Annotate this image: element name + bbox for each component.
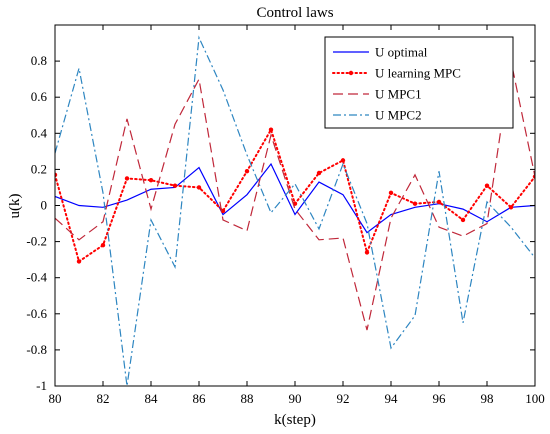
- legend-item: U learning MPC: [332, 66, 461, 81]
- series-u-optimal: [55, 162, 535, 234]
- x-tick-label: 82: [97, 391, 110, 406]
- chart-title: Control laws: [256, 5, 333, 21]
- y-tick-label: 0.2: [31, 161, 47, 176]
- y-tick-label: 0: [41, 198, 48, 213]
- data-point: [196, 185, 202, 190]
- data-point: [100, 243, 106, 248]
- y-tick-label: -0.8: [26, 342, 47, 357]
- legend-item: U MPC2: [333, 108, 422, 123]
- series-u-mpc2: [55, 35, 535, 386]
- y-tick-label: 0.8: [31, 53, 47, 68]
- legend-label: U optimal: [375, 45, 428, 60]
- data-point: [484, 183, 490, 188]
- legend-marker: [348, 70, 354, 76]
- series-line: [55, 60, 535, 331]
- data-point: [316, 170, 322, 176]
- y-tick-label: -0.6: [26, 306, 47, 321]
- legend-item: U optimal: [333, 45, 428, 60]
- y-tick-label: 0.6: [31, 89, 48, 104]
- data-point: [244, 169, 250, 174]
- data-point: [124, 176, 130, 181]
- x-tick-label: 88: [241, 391, 254, 406]
- data-point: [220, 208, 226, 214]
- legend-label: U MPC1: [375, 87, 422, 102]
- y-tick-label: -1: [36, 378, 47, 393]
- x-tick-label: 96: [433, 391, 447, 406]
- data-point: [388, 190, 394, 196]
- x-tick-label: 90: [289, 391, 302, 406]
- data-point: [460, 217, 466, 223]
- data-point: [508, 205, 514, 210]
- series-u-mpc1: [55, 60, 535, 331]
- legend-label: U MPC2: [375, 108, 422, 123]
- data-point: [340, 158, 346, 163]
- legend: U optimal U learning MPC U MPC1 U MPC2: [324, 36, 514, 129]
- axes: 80 82 84 86 88 90 92 94 96 98 100 -1 -0.8 -0.6 -0.4 -0.…: [26, 25, 545, 406]
- x-tick-label: 86: [193, 391, 207, 406]
- data-point: [76, 259, 82, 264]
- y-axis-label: u(k): [7, 194, 23, 219]
- data-point: [55, 172, 58, 178]
- x-tick-label: 92: [337, 391, 350, 406]
- x-tick-label: 98: [481, 391, 494, 406]
- series-line: [55, 35, 535, 386]
- legend-item: U MPC1: [333, 87, 422, 102]
- data-point: [268, 127, 274, 132]
- x-tick-label: 80: [49, 391, 62, 406]
- data-point: [364, 250, 370, 255]
- x-tick-label: 84: [145, 391, 159, 406]
- data-point: [172, 183, 178, 188]
- y-tick-label: -0.2: [26, 234, 47, 249]
- y-tick-label: -0.4: [26, 270, 47, 285]
- legend-label: U learning MPC: [375, 66, 461, 81]
- series-line: [55, 162, 535, 234]
- x-tick-label: 100: [525, 391, 545, 406]
- y-tick-label: 0.4: [31, 125, 48, 140]
- data-point: [148, 178, 154, 183]
- x-tick-label: 94: [385, 391, 399, 406]
- x-axis-label: k(step): [274, 412, 316, 428]
- data-point: [436, 199, 442, 205]
- data-point: [412, 201, 418, 206]
